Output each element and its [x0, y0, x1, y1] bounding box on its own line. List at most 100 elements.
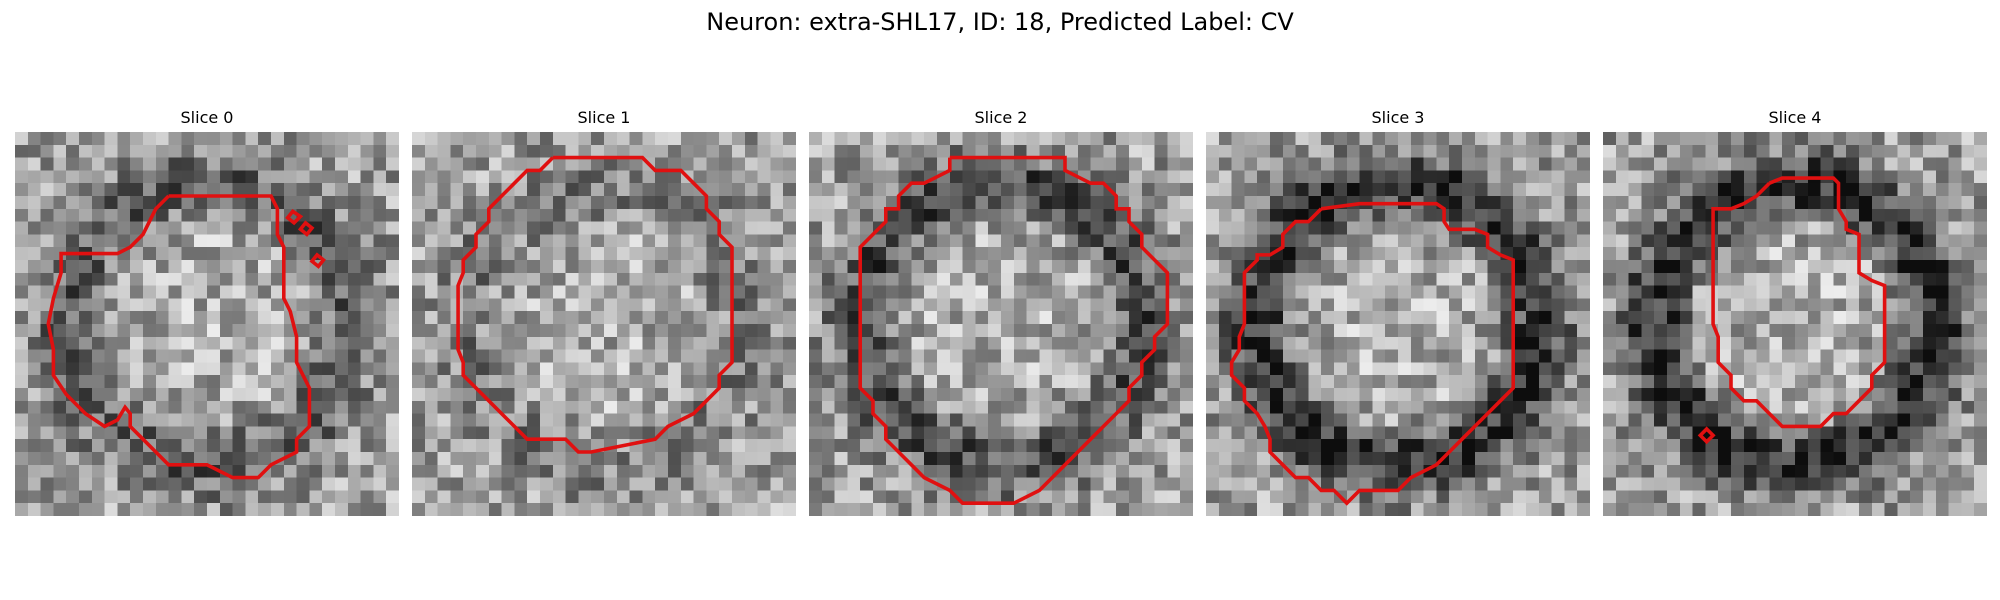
pixel [1257, 439, 1271, 453]
pixel [117, 477, 131, 491]
pixel [437, 144, 451, 158]
pixel [604, 208, 618, 222]
pixel [66, 132, 80, 146]
pixel [873, 362, 887, 376]
pixel [1001, 196, 1015, 210]
pixel [1846, 183, 1860, 197]
pixel [1167, 247, 1181, 261]
pixel [1410, 298, 1424, 312]
pixel [744, 285, 758, 299]
pixel [1577, 503, 1590, 516]
pixel [732, 247, 746, 261]
pixel [565, 272, 579, 286]
pixel [194, 413, 208, 427]
pixel [130, 413, 144, 427]
pixel [1846, 464, 1860, 478]
pixel [1807, 285, 1821, 299]
pixel [1923, 157, 1937, 171]
pixel [514, 208, 528, 222]
pixel [309, 400, 323, 414]
pixel [668, 426, 682, 440]
pixel [873, 208, 887, 222]
pixel [53, 452, 67, 466]
pixel [655, 196, 669, 210]
pixel [386, 362, 399, 376]
pixel [1795, 272, 1809, 286]
pixel [168, 196, 182, 210]
pixel [53, 362, 67, 376]
pixel [1154, 413, 1168, 427]
pixel [949, 503, 963, 516]
pixel [719, 247, 733, 261]
pixel [1948, 477, 1962, 491]
pixel [1513, 324, 1527, 338]
pixel [1974, 260, 1987, 274]
pixel [1308, 298, 1322, 312]
pixel [668, 157, 682, 171]
pixel [219, 196, 233, 210]
pixel [1679, 298, 1693, 312]
pixel [527, 477, 541, 491]
pixel [757, 285, 771, 299]
pixel [629, 413, 643, 427]
pixel [1282, 234, 1296, 248]
pixel [207, 349, 221, 363]
pixel [821, 400, 835, 414]
pixel [629, 221, 643, 235]
pixel [1641, 221, 1655, 235]
pixel [1500, 170, 1514, 184]
pixel [130, 477, 144, 491]
pixel [1231, 272, 1245, 286]
pixel [1679, 362, 1693, 376]
pixel [1795, 362, 1809, 376]
pixel [412, 298, 426, 312]
pixel [706, 426, 720, 440]
pixel [885, 324, 899, 338]
pixel [1423, 452, 1437, 466]
pixel [834, 464, 848, 478]
pixel [53, 464, 67, 478]
pixel [527, 503, 541, 516]
pixel [386, 157, 399, 171]
pixel [1410, 157, 1424, 171]
pixel [488, 221, 502, 235]
pixel [1679, 464, 1693, 478]
pixel [219, 400, 233, 414]
pixel [1206, 247, 1220, 261]
pixel [693, 375, 707, 389]
pixel [386, 375, 399, 389]
pixel [1731, 144, 1745, 158]
pixel [1346, 170, 1360, 184]
pixel [207, 324, 221, 338]
pixel [232, 208, 246, 222]
pixel [1538, 375, 1552, 389]
pixel [412, 144, 426, 158]
pixel [1308, 336, 1322, 350]
pixel [885, 157, 899, 171]
pixel [1923, 349, 1937, 363]
pixel [1833, 388, 1847, 402]
pixel [66, 426, 80, 440]
pixel [476, 439, 490, 453]
pixel [1090, 400, 1104, 414]
pixel [437, 311, 451, 325]
pixel [1782, 336, 1796, 350]
pixel [386, 311, 399, 325]
pixel [1423, 183, 1437, 197]
pixel [1820, 272, 1834, 286]
pixel [527, 272, 541, 286]
pixel [296, 349, 310, 363]
slice-panel-4: Slice 4 [1603, 108, 1987, 516]
pixel [130, 298, 144, 312]
pixel [1807, 157, 1821, 171]
pixel [1795, 247, 1809, 261]
pixel [347, 196, 361, 210]
pixel [1859, 324, 1873, 338]
pixel [1628, 388, 1642, 402]
pixel [1871, 464, 1885, 478]
pixel [1180, 324, 1193, 338]
pixel [1910, 234, 1924, 248]
pixel [117, 336, 131, 350]
pixel [1756, 272, 1770, 286]
pixel [1462, 196, 1476, 210]
